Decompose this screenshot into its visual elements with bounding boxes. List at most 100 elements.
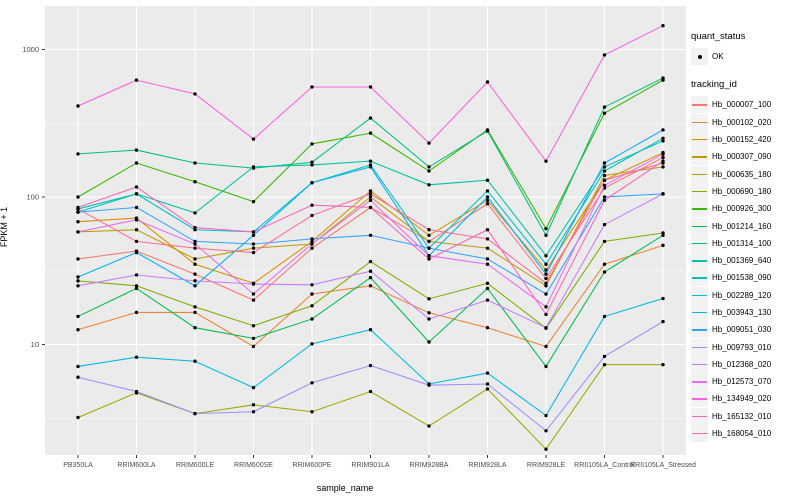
data-point [602,222,607,227]
data-point [193,310,197,315]
legend-title-quant-status: quant_status [691,31,746,42]
data-point [310,181,314,185]
legend-item: Hb_168054_010 [691,425,799,443]
legend-item-label: OK [712,52,724,62]
legend-item: Hb_001214_160 [691,217,799,235]
data-point [251,250,256,255]
data-point [193,279,197,283]
data-point [310,213,314,218]
legend-line-icon [692,294,707,297]
legend-item: Hb_134949_020 [691,390,799,408]
data-point [76,207,80,211]
data-point [602,262,607,266]
x-tick-label: PB350LA [63,462,93,469]
data-point [544,272,548,276]
data-point [193,246,197,250]
data-point [427,317,431,321]
legend-key [691,425,708,443]
data-point [251,298,256,302]
data-point [485,195,490,199]
legend-line-icon [692,381,707,383]
data-point [76,220,80,224]
data-point [368,195,373,199]
data-point [76,195,80,199]
legend-key [691,252,708,270]
data-point [485,228,490,232]
legend-line-icon [692,415,707,418]
legend-item-label: Hb_003943_130 [712,308,772,317]
legend-item-label: Hb_009051_030 [712,325,772,335]
data-point [251,344,256,349]
legend-item-label: Hb_002289_120 [712,290,772,300]
data-point [485,198,490,202]
legend-item-label: Hb_001214_160 [712,221,772,231]
legend-key [691,113,708,131]
data-point [602,239,607,244]
data-point [193,225,197,230]
data-point [485,325,490,330]
data-point [134,148,139,152]
legend-item: Hb_012573_070 [691,373,799,391]
data-point [368,284,373,288]
data-point [661,155,665,160]
data-point [134,286,139,291]
legend-key [691,304,708,321]
ok-point-icon [697,54,702,59]
data-point [661,76,665,80]
data-point [193,211,197,215]
legend-line-icon [692,346,707,348]
data-point [661,362,665,367]
legend-line-icon [692,329,707,331]
data-point [485,202,490,206]
legend-item-label: Hb_000307_090 [712,152,772,162]
data-point [427,169,431,173]
data-point [368,189,373,193]
data-point [602,173,607,178]
legend-key [691,407,708,425]
data-point [485,371,490,375]
data-point [193,284,197,288]
data-point [134,310,139,315]
data-point [368,233,373,237]
data-point [310,304,314,308]
data-point [602,270,607,274]
legend-item-label: Hb_012573_070 [712,377,772,387]
data-point [544,413,548,418]
data-point [427,340,431,344]
data-point [485,237,490,241]
data-point [602,53,607,57]
data-point [310,283,314,287]
legend-line-icon [692,433,707,435]
data-point [544,447,548,451]
data-point [427,239,431,244]
legend-line-icon [692,173,707,176]
legend-item-label: Hb_134949_020 [712,394,772,404]
data-point [485,281,490,285]
legend-item-label: Hb_000926_300 [712,204,772,214]
x-tick-label: RRIM928LE [527,462,565,469]
legend-line-icon [692,190,707,193]
legend-item: Hb_001369_640 [691,252,799,270]
x-tick-label: RRIM901LA [351,462,389,469]
legend-key [691,165,708,183]
data-point [368,131,373,135]
legend-key [691,234,708,252]
legend-tracking-items: Hb_000007_100 Hb_000102_020 Hb_000152_420 H… [691,96,799,443]
x-axis-title: sample_name [316,483,374,493]
x-tick-label: RRIM600PE [293,462,332,469]
legend-item-label: Hb_000690_180 [712,186,772,196]
data-point [544,312,548,317]
data-point [544,344,548,349]
data-point [134,192,139,196]
data-point [310,381,314,385]
legend-item-label: Hb_000102_020 [712,117,772,127]
data-point [76,415,80,420]
data-point [427,246,431,250]
data-point [310,292,314,296]
data-point [76,152,80,156]
data-point [310,142,314,146]
legend-key [691,269,708,287]
data-point [427,311,431,315]
data-point [193,305,197,309]
legend-item-label: Hb_000635_180 [712,169,772,179]
